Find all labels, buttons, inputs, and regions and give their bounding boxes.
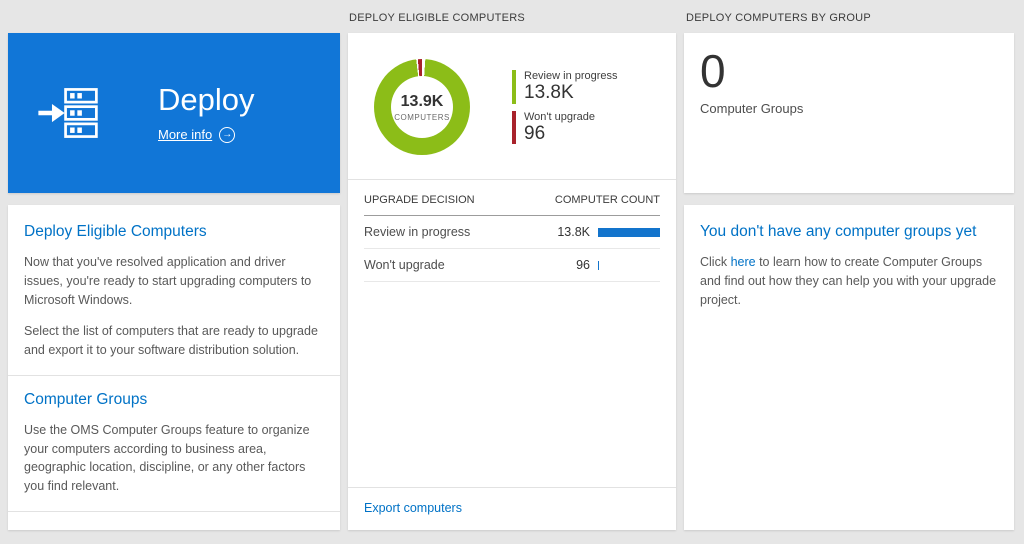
count-bar-track [598,227,660,237]
legend-value: 96 [524,122,546,144]
tile-title: Deploy [158,81,255,117]
table-row[interactable]: Won't upgrade 96 [364,249,660,282]
count-bar-track [598,260,660,270]
computer-groups-count-label: Computer Groups [700,100,804,116]
count-bar [598,227,660,237]
text-after-link: to learn how to create Computer Groups a… [700,255,997,307]
arrow-circle-icon: → [219,126,236,143]
upgrade-decision-table: UPGRADE DECISION COMPUTER COUNT Review i… [348,180,676,487]
row-label: Won't upgrade [364,258,445,272]
table-header-row: UPGRADE DECISION COMPUTER COUNT [364,180,660,216]
computer-groups-count: 0 [700,45,726,97]
legend-label: Won't upgrade [524,110,596,123]
legend-label: Review in progress [524,69,618,82]
legend-value: 13.8K [524,81,574,103]
column-header-upgrade-decision: UPGRADE DECISION [364,194,475,206]
section-heading-computer-groups: Computer Groups [24,390,148,408]
computer-groups-info-card: You don't have any computer groups yet C… [684,205,1014,530]
deploy-description-paragraph-1: Now that you've resolved application and… [24,255,312,307]
deploy-tile: Deploy More info → [8,33,340,193]
section-heading-deploy-eligible-computers: Deploy Eligible Computers [24,223,207,240]
deploy-eligible-computers-card: 13.9K COMPUTERS Review in progress 13.8K… [348,33,676,530]
donut-chart[interactable]: 13.9K COMPUTERS [374,59,470,155]
donut-center-value: 13.9K [400,92,444,110]
donut-legend: Review in progress 13.8K Won't upgrade 9… [512,69,618,145]
row-label: Review in progress [364,225,471,239]
divider [8,374,340,376]
row-count: 96 [576,258,590,272]
divider [8,510,340,512]
deploy-description-paragraph-2: Select the list of computers that are re… [24,324,318,357]
column-header-computer-count: COMPUTER COUNT [554,194,660,206]
computer-groups-count-card: 0 Computer Groups [684,33,1014,193]
deploy-icon [38,88,98,138]
row-count: 13.8K [557,225,590,239]
legend-item-review-in-progress: Review in progress 13.8K [512,69,618,104]
column-header-deploy-eligible-computers: DEPLOY ELIGIBLE COMPUTERS [349,12,525,24]
groups-info-text: Click here to learn how to create Comput… [700,253,998,309]
tile-text: Deploy More info → [158,82,255,144]
text-before-link: Click [700,255,731,269]
donut-center-label: COMPUTERS [394,112,450,122]
more-info-label: More info [158,127,213,143]
table-row[interactable]: Review in progress 13.8K [364,216,660,249]
here-link[interactable]: here [730,255,756,269]
column-header-deploy-computers-by-group: DEPLOY COMPUTERS BY GROUP [686,12,871,24]
legend-item-wont-upgrade: Won't upgrade 96 [512,110,618,145]
groups-info-heading: You don't have any computer groups yet [700,223,977,240]
card-footer: Export computers [348,487,676,530]
deploy-description-card: Deploy Eligible Computers Now that you'v… [8,205,340,530]
more-info-link[interactable]: More info → [158,126,236,143]
donut-chart-area: 13.9K COMPUTERS Review in progress 13.8K… [348,33,676,180]
computer-groups-description-paragraph: Use the OMS Computer Groups feature to o… [24,422,310,493]
donut-center: 13.9K COMPUTERS [391,76,453,138]
count-bar [598,260,600,270]
export-computers-link[interactable]: Export computers [364,501,462,515]
